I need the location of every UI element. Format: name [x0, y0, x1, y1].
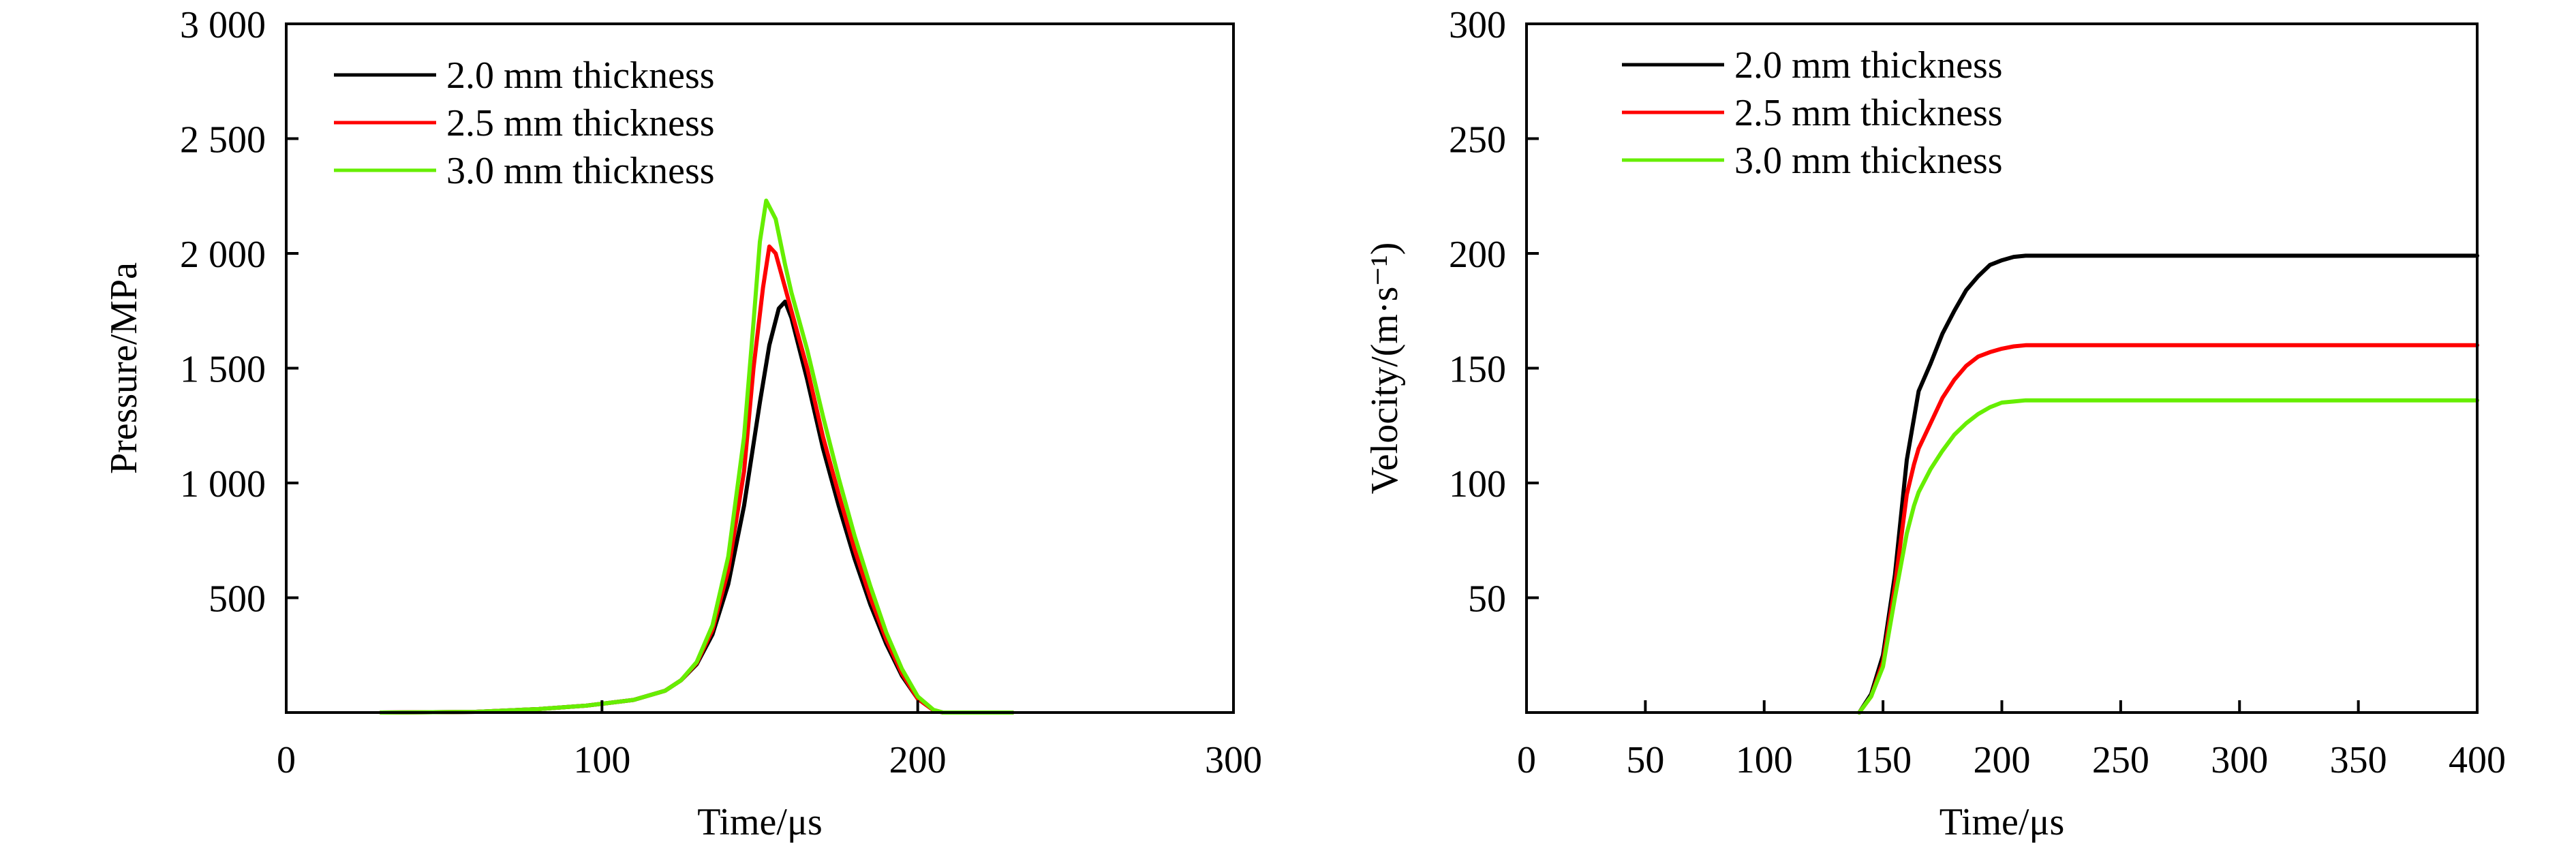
plot-frame	[285, 22, 1235, 714]
y-tick-label: 50	[1468, 578, 1506, 621]
series-line-3	[379, 198, 1015, 715]
pressure-chart: 0 100 200 300 500 1 000 1 500 2 000 2 500 3 000 Ti…	[103, 4, 1262, 843]
x-tick-label: 0	[1517, 739, 1536, 781]
x-tick-label: 250	[2092, 739, 2149, 781]
legend-label-2: 2.5 mm thickness	[446, 102, 715, 144]
y-tick-label: 2 000	[180, 234, 266, 276]
x-tick-label: 100	[573, 739, 630, 781]
x-tick-label: 400	[2449, 739, 2506, 781]
y-tick-label: 100	[1449, 463, 1506, 505]
x-tick-label: 100	[1736, 739, 1793, 781]
y-tick-label: 300	[1449, 4, 1506, 46]
y-tick-label: 200	[1449, 234, 1506, 276]
y-tick-label: 1 500	[180, 349, 266, 391]
legend-label-1: 2.0 mm thickness	[446, 54, 715, 97]
x-axis-label: Time/μs	[1939, 801, 2065, 843]
velocity-chart: 0 50 100 150 200 250 300 350 400 50 100 150 200 250 30…	[1364, 4, 2506, 843]
series-line-1	[1857, 253, 2479, 715]
legend-label-1: 2.0 mm thickness	[1734, 44, 2003, 87]
x-tick-label: 350	[2330, 739, 2387, 781]
x-tick-label: 300	[1205, 739, 1262, 781]
x-tick-label: 50	[1626, 739, 1664, 781]
y-tick-label: 250	[1449, 119, 1506, 161]
legend-label-3: 3.0 mm thickness	[1734, 140, 2003, 182]
legend-label-3: 3.0 mm thickness	[446, 150, 715, 192]
y-tick-label: 1 000	[180, 463, 266, 505]
x-tick-label: 150	[1854, 739, 1912, 781]
series-line-3	[1857, 398, 2479, 715]
y-tick-label: 150	[1449, 349, 1506, 391]
x-tick-label: 0	[277, 739, 296, 781]
x-tick-label: 200	[1974, 739, 2031, 781]
y-tick-label: 2 500	[180, 119, 266, 161]
series-line-2	[379, 244, 1015, 715]
x-axis-label: Time/μs	[697, 801, 823, 843]
y-tick-label: 500	[209, 578, 266, 621]
y-axis-label: Velocity/(m·s⁻¹)	[1364, 243, 1406, 495]
y-axis-label: Pressure/MPa	[103, 262, 145, 474]
legend-label-2: 2.5 mm thickness	[1734, 92, 2003, 134]
y-tick-label: 3 000	[180, 4, 266, 46]
x-tick-label: 200	[889, 739, 947, 781]
x-tick-label: 300	[2211, 739, 2268, 781]
series-line-1	[379, 299, 1015, 715]
